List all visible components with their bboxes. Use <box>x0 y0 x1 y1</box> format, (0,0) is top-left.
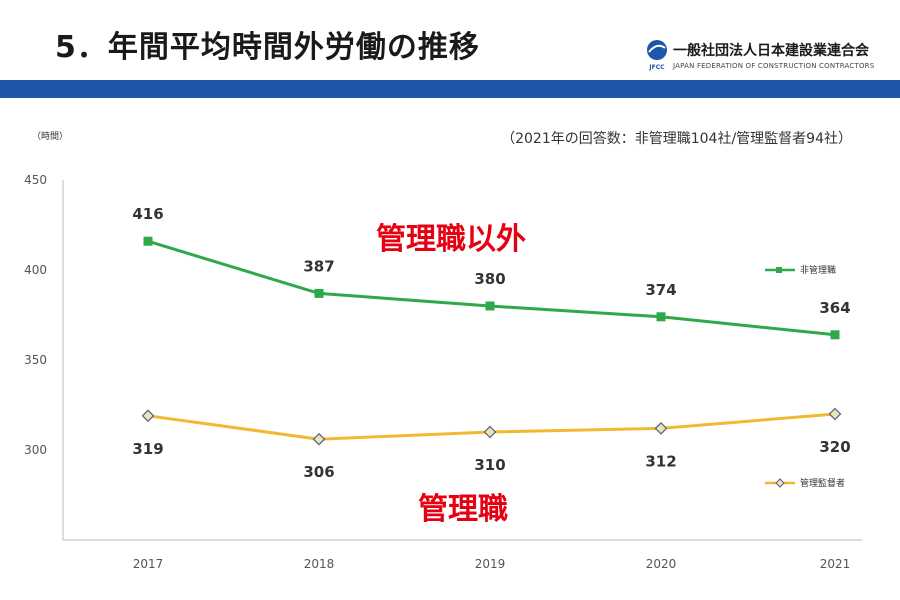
x-tick-label: 2020 <box>646 557 677 571</box>
data-label: 319 <box>132 440 163 458</box>
x-tick-label: 2019 <box>475 557 506 571</box>
logo-english-name: JAPAN FEDERATION OF CONSTRUCTION CONTRAC… <box>673 62 875 70</box>
data-label: 374 <box>645 281 676 299</box>
response-count-note: （2021年の回答数：非管理職104社/管理監督者94社） <box>501 131 852 147</box>
data-point <box>141 409 155 423</box>
callout-non-managers: 管理職以外 <box>376 222 526 257</box>
x-tick-label: 2018 <box>304 557 335 571</box>
data-label: 320 <box>819 438 850 456</box>
organization-logo: JFCC 一般社団法人日本建設業連合会 JAPAN FEDERATION OF … <box>645 34 874 80</box>
data-label: 310 <box>474 456 505 474</box>
slide-title: 5．年間平均時間外労働の推移 <box>55 30 480 65</box>
data-point <box>656 312 666 322</box>
y-tick-label: 300 <box>24 443 47 457</box>
data-point <box>314 288 324 298</box>
data-label: 306 <box>303 463 334 481</box>
data-label: 380 <box>474 270 505 288</box>
data-label: 387 <box>303 257 334 275</box>
y-tick-label: 350 <box>24 353 47 367</box>
x-tick-label: 2021 <box>820 557 851 571</box>
data-label: 364 <box>819 299 850 317</box>
data-label: 312 <box>645 452 676 470</box>
y-axis-unit: （時間） <box>32 132 69 142</box>
logo-mark-text: JFCC <box>648 64 665 71</box>
data-point <box>483 425 497 439</box>
legend-label: 非管理職 <box>800 264 836 276</box>
data-label: 416 <box>132 205 163 223</box>
header-band <box>0 80 900 98</box>
legend-label: 管理監督者 <box>800 477 845 489</box>
legend-marker <box>775 478 785 488</box>
data-point <box>828 407 842 421</box>
data-point <box>654 422 668 435</box>
data-point <box>830 330 840 340</box>
y-tick-label: 400 <box>24 263 47 277</box>
data-point <box>485 301 495 311</box>
jfcc-logo-icon: JFCC <box>647 40 667 71</box>
x-tick-label: 2017 <box>133 557 164 571</box>
y-tick-label: 450 <box>24 173 47 187</box>
logo-org-name: 一般社団法人日本建設業連合会 <box>673 43 869 59</box>
data-point <box>143 236 153 246</box>
data-point <box>312 432 326 446</box>
legend-marker <box>776 267 782 273</box>
callout-managers: 管理職 <box>418 492 508 527</box>
